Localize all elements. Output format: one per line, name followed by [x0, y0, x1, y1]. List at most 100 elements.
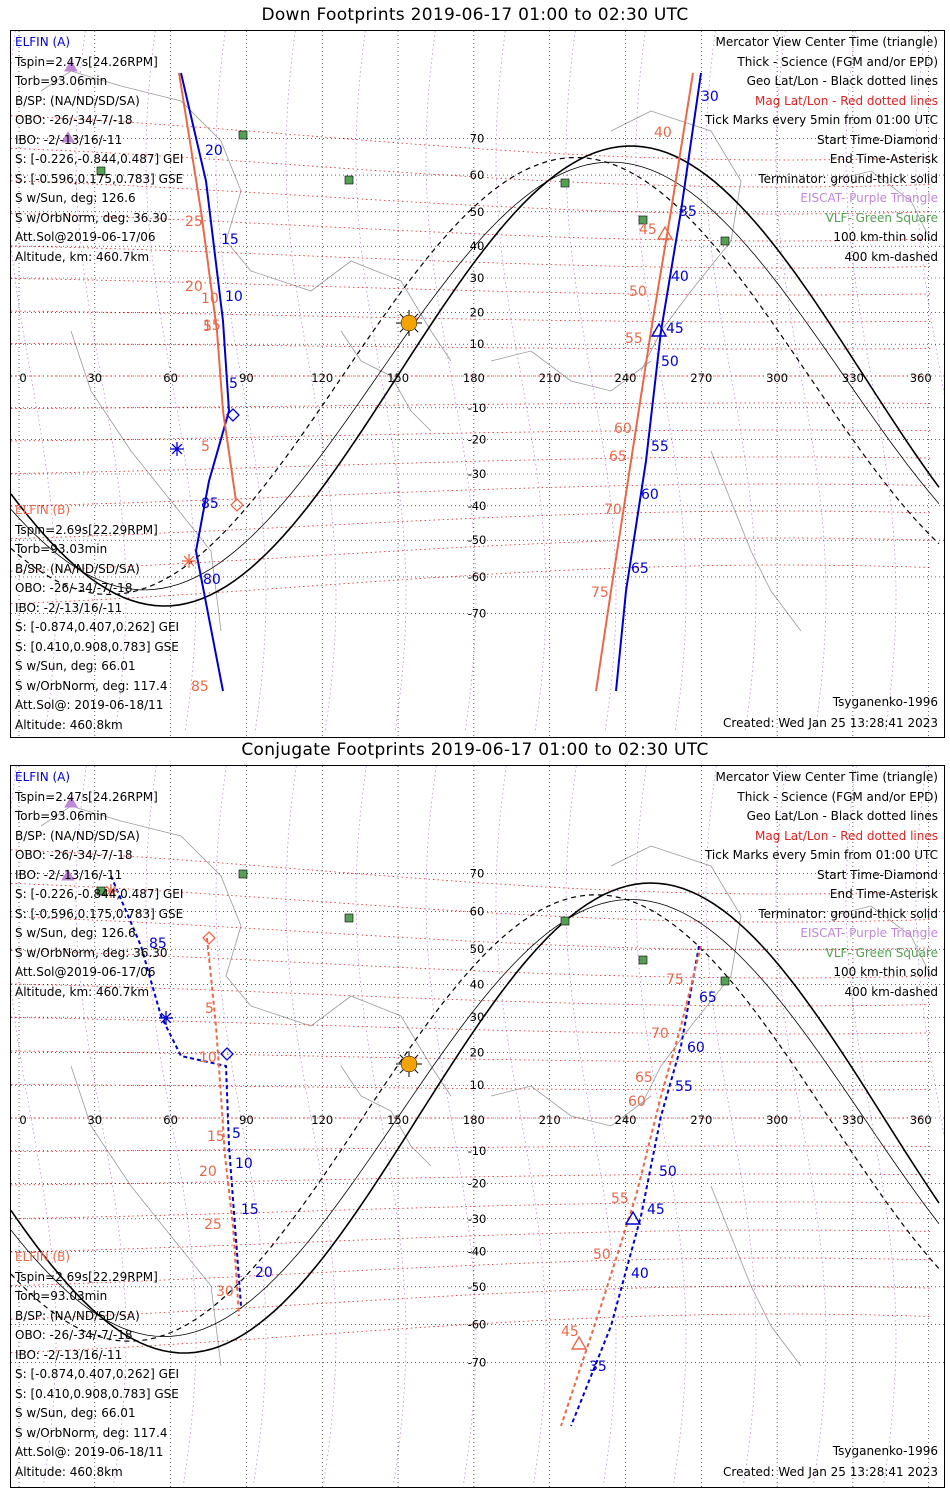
mag-lon-line — [845, 31, 897, 732]
lon-tick-label: 30 — [87, 371, 102, 385]
lat-tick-label: 70 — [470, 131, 485, 145]
elfin-b-track-west-tick-label: 25 — [185, 214, 203, 230]
legend-item: Mercator View Center Time (triangle) — [715, 35, 938, 49]
sun-ray — [399, 313, 404, 318]
mag-lon-line — [215, 31, 267, 732]
vlf-station-square — [720, 236, 730, 246]
start-diamond — [202, 931, 216, 945]
coastline — [610, 110, 742, 372]
elfin-a-track-west — [180, 72, 231, 692]
eiscat-triangle — [64, 796, 78, 808]
elfin-a-track-west-tick-label: 20 — [255, 1265, 273, 1281]
legend-conjugate: Mercator View Center Time (triangle) Thi… — [705, 768, 938, 1002]
eiscat-triangle — [61, 869, 75, 881]
sun-ray — [399, 1069, 404, 1074]
lon-tick-label: 30 — [87, 1113, 102, 1127]
coastline — [340, 1065, 432, 1167]
legend-down: Mercator View Center Time (triangle) Thi… — [705, 33, 938, 267]
elfin-b-track-west — [206, 937, 240, 1317]
lat-tick-label: -40 — [468, 499, 487, 513]
elfin-b-track-east-tick-label: 50 — [629, 284, 647, 300]
coastline — [710, 1185, 802, 1367]
lon-tick-label: 120 — [311, 1113, 333, 1127]
elfin-a-track-east-tick-label: 55 — [651, 439, 669, 455]
legend-item: Terminator: ground-thick solid — [758, 906, 938, 921]
info-line: S: [0.410,0.908,0.783] GSE — [15, 639, 179, 654]
elfin-b-header: ELFIN (B) — [15, 503, 71, 517]
elfin-a-track-west-tick-label: 85 — [201, 496, 219, 512]
end-asterisk — [105, 885, 117, 897]
info-line: OBO: -26/-34/-7/-18 — [15, 581, 133, 595]
lon-tick-label: 0 — [19, 371, 26, 385]
elfin-a-track-east — [615, 72, 702, 692]
elfin-a-track-west-tick-label: 20 — [205, 143, 223, 159]
mag-lon-line — [145, 766, 197, 1487]
elfin-a-track-east-tick-label: 60 — [687, 1040, 705, 1056]
elfin-a-track-east-tick-label: 35 — [679, 204, 697, 220]
lat-tick-label: -30 — [468, 467, 487, 481]
eiscat-triangle — [61, 131, 75, 143]
info-line: S w/Sun, deg: 126.6 — [15, 926, 136, 940]
info-line: S: [-0.874,0.407,0.262] GEI — [15, 620, 180, 634]
info-line: OBO: -26/-34/-7/-18 — [15, 113, 133, 127]
mag-lat-line — [11, 1145, 932, 1152]
mag-lat-line — [11, 564, 932, 605]
mag-lon-line — [425, 31, 477, 732]
sun-ray — [399, 1054, 404, 1059]
lon-tick-label: 60 — [163, 371, 178, 385]
lon-tick-label: 180 — [463, 371, 485, 385]
vlf-station-square — [638, 215, 648, 225]
panel-title-down: Down Footprints 2019-06-17 01:00 to 02:3… — [261, 5, 689, 25]
elfin-a-track-west — [110, 875, 242, 1307]
mag-lat-line — [11, 213, 932, 242]
lat-tick-label: 10 — [470, 337, 485, 351]
lat-tick-label: 40 — [470, 239, 485, 253]
elfin-b-header: ELFIN (B) — [15, 1250, 71, 1264]
elfin-a-track-east-tick-label: 60 — [641, 487, 659, 503]
lat-tick-label: -10 — [468, 401, 487, 415]
elfin-b-track-east-tick-label: 50 — [593, 1247, 611, 1263]
model-label: Tsyganenko-1996 — [832, 695, 938, 709]
info-line: Att.Sol@2019-06-17/06 — [15, 230, 156, 244]
terminator-400km — [11, 157, 940, 596]
mag-lat-line — [11, 278, 932, 296]
mag-lat-line — [11, 1201, 932, 1219]
legend-item: EISCAT- Purple Triangle — [800, 191, 938, 205]
lon-tick-label: 150 — [387, 1113, 409, 1127]
elfin-a-track-east-tick-label: 50 — [661, 354, 679, 370]
elfin-a-track-east-tick-label: 45 — [647, 1202, 665, 1218]
mag-lat-line — [11, 343, 932, 350]
lon-tick-label: 360 — [910, 371, 932, 385]
legend-item: Mag Lat/Lon - Red dotted lines — [754, 828, 938, 843]
lon-tick-label: 210 — [539, 1113, 561, 1127]
sun-ray — [414, 1054, 419, 1059]
info-line: B/SP: (NA/ND/SD/SA) — [15, 1308, 140, 1323]
info-line: Tspin=2.47s[24.26RPM] — [15, 54, 158, 69]
elfin-b-track-west-tick-label: 15 — [203, 318, 221, 334]
mag-lon-line — [705, 31, 757, 732]
lon-tick-label: 180 — [463, 1113, 485, 1127]
terminator-100km — [11, 161, 940, 591]
info-line: IBO: -2/-13/16/-11 — [15, 1347, 123, 1362]
mag-lon-line — [705, 766, 757, 1487]
lat-tick-label: -70 — [468, 607, 487, 621]
mag-lon-line — [495, 31, 547, 732]
legend-item: VLF- Green Square — [825, 210, 938, 225]
elfin-a-track-east-tick-label: 55 — [675, 1079, 693, 1095]
elfin-a-info-down: ELFIN (A) Tspin=2.47s[24.26RPM] Torb=93.… — [15, 33, 183, 267]
created-label: Created: Wed Jan 25 13:28:41 2023 — [723, 1465, 938, 1479]
legend-item: 100 km-thin solid — [833, 965, 938, 979]
map-canvas-down: 70 -70 60 -60 50 -50 40 -40 30 -30 20 -20 10 -10 0 30 60… — [11, 31, 944, 737]
mag-lat-line — [11, 916, 932, 951]
elfin-a-track-west-tick-label: 15 — [221, 232, 239, 248]
coastline — [40, 805, 452, 1097]
elfin-b-track-east-tick-label: 45 — [561, 1324, 579, 1340]
mag-lat-line — [11, 950, 932, 979]
end-asterisk — [160, 1012, 172, 1024]
mag-lon-line — [285, 766, 337, 1487]
mag-lon-line — [565, 31, 617, 732]
mag-lat-line — [11, 429, 932, 442]
legend-item: 400 km-dashed — [844, 249, 938, 264]
info-line: B/SP: (NA/ND/SD/SA) — [15, 828, 140, 843]
lat-tick-label: 20 — [470, 305, 485, 319]
